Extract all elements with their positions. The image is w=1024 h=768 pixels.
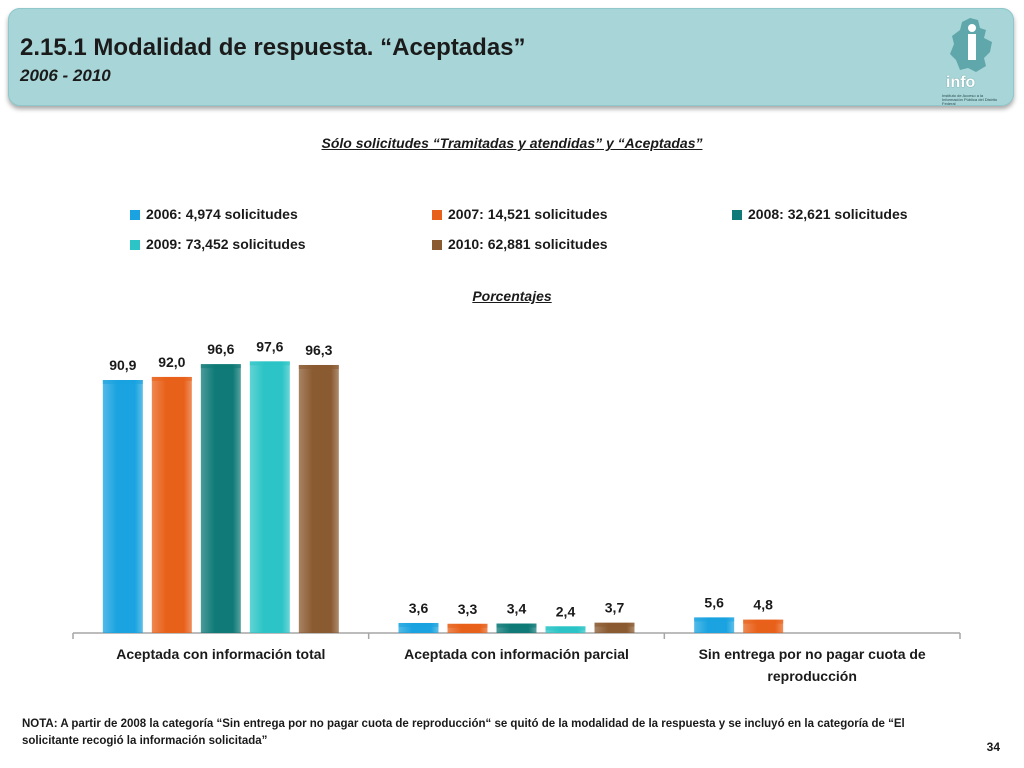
data-label: 90,9 [109, 357, 136, 373]
legend-swatch [130, 240, 140, 250]
chart-title: Sólo solicitudes “Tramitadas y atendidas… [321, 135, 703, 151]
bar-top [694, 617, 735, 622]
legend-swatch [432, 210, 442, 220]
legend-swatch [432, 240, 442, 250]
legend-swatch [130, 210, 140, 220]
category-label: reproducción [767, 668, 856, 684]
bar-top [743, 619, 784, 624]
data-label: 96,3 [305, 342, 332, 358]
map-icon [950, 18, 992, 72]
bar-top [447, 623, 488, 628]
data-label: 5,6 [704, 594, 724, 610]
bar [298, 364, 339, 633]
legend-item: 2009: 73,452 solicitudes [130, 236, 306, 252]
legend-item: 2010: 62,881 solicitudes [432, 236, 608, 252]
bar-top [151, 376, 192, 381]
category-label: Aceptada con información parcial [404, 646, 629, 662]
infodf-logo: info Instituto de Acceso a la Informació… [940, 14, 1004, 106]
logo-subtext: Instituto de Acceso a la Información Púb… [942, 93, 998, 106]
legend-item: 2007: 14,521 solicitudes [432, 206, 608, 222]
bar-top [102, 380, 143, 385]
bar [102, 380, 143, 633]
bar-top [298, 364, 339, 369]
percent-label: Porcentajes [472, 288, 552, 304]
data-label: 4,8 [753, 597, 773, 613]
bar-top [594, 622, 635, 627]
data-label: 2,4 [556, 603, 576, 619]
data-label: 97,6 [256, 338, 283, 354]
page-number: 34 [986, 740, 1000, 754]
page-subtitle: 2006 - 2010 [20, 66, 111, 85]
legend-label: 2007: 14,521 solicitudes [448, 206, 608, 222]
bar-chart: 90,9 92,0 96,6 97,6 96,3 Aceptada con informa… [72, 338, 961, 684]
data-label: 3,3 [458, 601, 478, 617]
bar-top [249, 361, 290, 366]
bar [447, 623, 488, 633]
legend-label: 2008: 32,621 solicitudes [748, 206, 908, 222]
logo-wordmark: info [946, 74, 976, 91]
data-label: 3,6 [409, 600, 429, 616]
legend-item: 2006: 4,974 solicitudes [130, 206, 298, 222]
bar-top [545, 626, 586, 631]
bar-top [200, 364, 241, 369]
legend-swatch [732, 210, 742, 220]
category-label: Sin entrega por no pagar cuota de [699, 646, 926, 662]
bar [200, 364, 241, 633]
header-banner: 2.15.1 Modalidad de respuesta. “Aceptada… [8, 8, 1014, 106]
data-label: 92,0 [158, 354, 185, 370]
bar-top [398, 622, 439, 627]
legend-label: 2009: 73,452 solicitudes [146, 236, 306, 252]
data-label: 3,7 [605, 600, 625, 616]
bar-top [496, 623, 537, 628]
legend-item: 2008: 32,621 solicitudes [732, 206, 908, 222]
bar [151, 376, 192, 633]
bar [496, 623, 537, 633]
footnote: NOTA: A partir de 2008 la categoría “Sin… [22, 718, 905, 747]
legend-label: 2006: 4,974 solicitudes [146, 206, 298, 222]
bar [249, 361, 290, 633]
data-label: 3,4 [507, 601, 527, 617]
data-label: 96,6 [207, 341, 234, 357]
bar [398, 622, 439, 633]
page-title: 2.15.1 Modalidad de respuesta. “Aceptada… [20, 34, 526, 61]
category-label: Aceptada con información total [116, 646, 325, 662]
bar [594, 622, 635, 633]
legend-label: 2010: 62,881 solicitudes [448, 236, 608, 252]
